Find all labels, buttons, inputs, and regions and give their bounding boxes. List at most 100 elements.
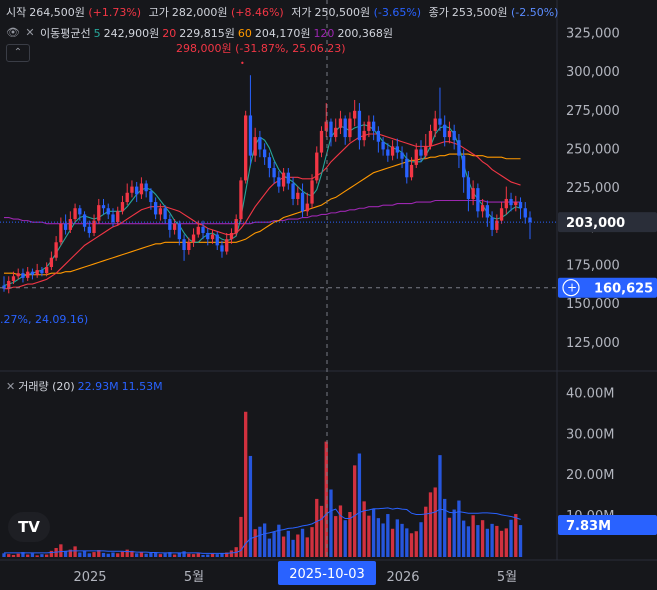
- candle-body: [315, 152, 319, 181]
- volume-bar: [338, 505, 343, 557]
- candle-body: [319, 130, 324, 153]
- volume-bars: [2, 411, 523, 557]
- volume-bar: [499, 530, 504, 557]
- last-price-badge: [558, 212, 657, 233]
- ma60-value: 204,170원: [254, 27, 311, 40]
- volume-bar: [73, 546, 77, 557]
- candle-body: [225, 239, 229, 252]
- volume-bar: [253, 529, 257, 557]
- candle-body: [106, 208, 110, 215]
- volume-bar: [400, 523, 404, 557]
- candle-body: [253, 137, 257, 156]
- visibility-icon[interactable]: 👁: [6, 26, 20, 39]
- candle-body: [480, 205, 485, 212]
- volume-bar: [49, 550, 54, 557]
- volume-value: 22.93M: [77, 379, 119, 393]
- candle-body: [485, 205, 490, 218]
- candle-body: [63, 223, 68, 230]
- volume-bar: [153, 552, 158, 557]
- volume-bar: [135, 553, 139, 557]
- volume-bar: [187, 553, 191, 557]
- candle-body: [296, 192, 300, 199]
- volume-bar: [343, 520, 347, 557]
- volume-bar: [40, 554, 44, 557]
- tradingview-logo-icon[interactable]: TV: [8, 512, 50, 542]
- candle-body: [490, 217, 494, 230]
- volume-bar: [258, 526, 262, 557]
- candle-body: [523, 208, 527, 218]
- volume-bar: [139, 552, 144, 557]
- time-tick-label: 5월: [184, 570, 204, 585]
- volume-bar: [229, 550, 234, 557]
- volume-bar: [362, 501, 366, 557]
- candle-body: [386, 149, 390, 156]
- ma120-period: 120: [313, 26, 335, 40]
- ma5-period: 5: [93, 26, 101, 40]
- volume-bar: [357, 453, 362, 557]
- time-tick-label: 5월: [497, 570, 517, 585]
- volume-bar: [405, 528, 409, 557]
- candle-body: [30, 271, 35, 275]
- volume-bar: [386, 514, 390, 557]
- candle-body: [144, 183, 148, 192]
- candle-body: [262, 149, 267, 158]
- volume-bar: [225, 552, 229, 557]
- candle-body: [139, 183, 144, 195]
- candle-body: [504, 198, 508, 209]
- candle-body: [149, 191, 153, 203]
- candle-body: [343, 118, 347, 138]
- candle-body: [21, 273, 25, 278]
- high-change: (+8.46%): [230, 6, 284, 19]
- candle-body: [367, 121, 371, 131]
- candle-body: [348, 118, 352, 138]
- candle-body: [68, 219, 73, 230]
- volume-bar: [381, 523, 385, 557]
- candle-body: [87, 226, 91, 233]
- volume-bar: [428, 492, 433, 557]
- volume-bar: [409, 533, 414, 557]
- close-icon[interactable]: ✕: [6, 379, 16, 393]
- candle-body: [324, 121, 328, 131]
- low-value: 250,500원: [314, 6, 371, 19]
- volume-bar: [480, 520, 485, 557]
- candle-body: [177, 223, 181, 240]
- candle-body: [73, 208, 77, 220]
- close-icon[interactable]: ✕: [25, 26, 35, 39]
- high-label: 고가: [148, 6, 169, 19]
- price-tick-label: 325,000: [566, 26, 620, 41]
- low-change: (-3.65%): [373, 6, 422, 19]
- price-axis: 325,000300,000275,000250,000225,000200,0…: [73, 26, 657, 585]
- candle-body: [7, 280, 11, 289]
- candle-body: [220, 245, 224, 252]
- close-change: (-2.50%): [510, 6, 559, 19]
- candle-body: [116, 211, 120, 223]
- hline-price-label: 160,625: [594, 282, 653, 297]
- volume-bar: [191, 554, 196, 557]
- collapse-legend-button[interactable]: ⌃: [6, 44, 30, 62]
- volume-bar: [414, 531, 418, 557]
- price-tick-label: 150,000: [566, 297, 620, 312]
- candle-body: [419, 149, 423, 156]
- ma120-line: [4, 199, 521, 225]
- candle-body: [443, 124, 447, 138]
- candle-body: [92, 220, 96, 233]
- volume-bar: [168, 552, 172, 557]
- volume-ma-value: 11.53M: [121, 379, 163, 393]
- price-tick-label: 275,000: [566, 104, 620, 119]
- candle-body: [514, 202, 518, 206]
- volume-bar: [485, 528, 490, 557]
- volume-tick-label: 40.00M: [566, 386, 614, 401]
- candle-body: [172, 223, 177, 230]
- candle-body: [357, 110, 362, 141]
- volume-bar: [305, 537, 309, 557]
- candle-body: [528, 217, 532, 223]
- candle-body: [338, 118, 343, 128]
- volume-bar: [92, 552, 96, 557]
- time-tick-label: 2025: [73, 570, 106, 585]
- candle-body: [281, 172, 286, 187]
- volume-bar: [471, 515, 475, 557]
- volume-bar: [457, 500, 461, 557]
- candle-body: [215, 234, 219, 246]
- candle-body: [11, 276, 16, 281]
